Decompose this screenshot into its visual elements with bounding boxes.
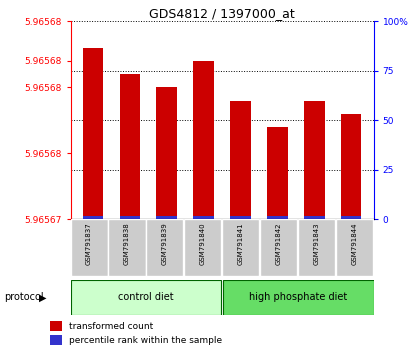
Bar	[304, 101, 325, 219]
Bar	[267, 216, 288, 219]
Bar	[341, 216, 361, 219]
Text: percentile rank within the sample: percentile rank within the sample	[69, 336, 222, 345]
Text: GSM791840: GSM791840	[200, 222, 206, 265]
Title: GDS4812 / 1397000_at: GDS4812 / 1397000_at	[149, 7, 295, 20]
Text: GSM791839: GSM791839	[162, 222, 168, 265]
Bar	[83, 48, 103, 219]
Text: GSM791837: GSM791837	[86, 222, 92, 265]
Bar	[230, 216, 251, 219]
Bar	[223, 280, 374, 315]
Bar	[120, 216, 140, 219]
Bar	[184, 219, 221, 276]
Text: control diet: control diet	[118, 292, 174, 302]
Bar	[108, 219, 146, 276]
Text: GSM791838: GSM791838	[124, 222, 130, 265]
Bar	[298, 219, 335, 276]
Bar	[341, 114, 361, 219]
Bar	[71, 219, 107, 276]
Text: GSM791842: GSM791842	[276, 222, 281, 265]
Bar	[267, 127, 288, 219]
Text: GSM791844: GSM791844	[351, 222, 357, 265]
Text: transformed count: transformed count	[69, 321, 153, 331]
Bar	[230, 101, 251, 219]
Text: GSM791843: GSM791843	[313, 222, 319, 265]
Bar	[71, 280, 221, 315]
Bar	[50, 336, 62, 345]
Bar	[146, 219, 183, 276]
Bar	[260, 219, 297, 276]
Bar	[120, 74, 140, 219]
Bar	[156, 216, 177, 219]
Bar	[156, 87, 177, 219]
Text: high phosphate diet: high phosphate diet	[249, 292, 347, 302]
Text: GSM791841: GSM791841	[238, 222, 244, 265]
Text: ▶: ▶	[39, 292, 47, 302]
Bar	[193, 61, 214, 219]
Bar	[304, 216, 325, 219]
Text: protocol: protocol	[4, 292, 44, 302]
Bar	[336, 219, 373, 276]
Bar	[222, 219, 259, 276]
Bar	[50, 321, 62, 331]
Bar	[83, 216, 103, 219]
Bar	[193, 216, 214, 219]
